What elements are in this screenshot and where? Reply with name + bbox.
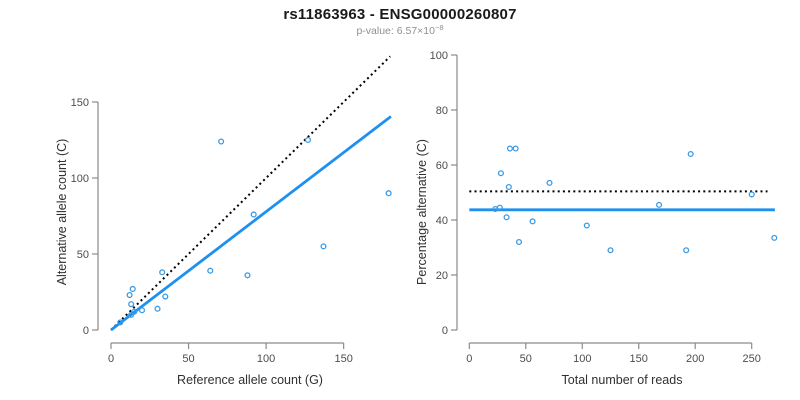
data-point xyxy=(304,136,312,144)
x-tick-label: 100 xyxy=(573,353,591,365)
data-point xyxy=(607,247,614,254)
y-axis-title: Percentage alternative (C) xyxy=(415,139,429,285)
x-tick-label: 150 xyxy=(630,353,648,365)
data-point xyxy=(529,218,536,225)
data-point xyxy=(128,311,135,318)
y-tick-label: 0 xyxy=(442,325,448,337)
data-point xyxy=(583,222,590,229)
data-point xyxy=(385,190,392,197)
pvalue-mantissa: 6.57 xyxy=(396,25,418,37)
y-tick-label: 100 xyxy=(71,173,89,185)
plot-allele-counts: 0 50 100 150 0 50 100 150 Reference allele count… xyxy=(55,55,392,387)
data-point xyxy=(131,308,138,315)
y-tick-label: 20 xyxy=(436,270,448,282)
data-point xyxy=(154,305,161,312)
x-tick-label: 50 xyxy=(182,353,194,365)
data-point xyxy=(244,272,251,279)
x-tick-label: 0 xyxy=(466,353,472,365)
x-tick-label: 200 xyxy=(686,353,704,365)
data-point xyxy=(218,138,225,145)
data-point xyxy=(128,301,135,308)
x-tick-label: 250 xyxy=(743,353,761,365)
data-point xyxy=(126,291,133,299)
x-axis-title: Total number of reads xyxy=(562,373,683,387)
y-tick-label: 50 xyxy=(77,249,89,261)
data-point xyxy=(687,150,694,158)
data-point xyxy=(506,145,514,152)
data-point xyxy=(505,183,512,191)
plot-percentage-vs-reads: 0 20 40 60 80 100 0 50 100 150 200 250 Total number … xyxy=(415,50,778,387)
data-point xyxy=(656,201,663,208)
x-tick-label: 50 xyxy=(520,353,532,365)
y-tick-label: 40 xyxy=(436,215,448,227)
x-tick-label: 150 xyxy=(334,353,352,365)
data-point xyxy=(771,234,778,241)
data-point xyxy=(162,293,169,300)
y-tick-label: 150 xyxy=(71,97,89,109)
x-tick-label: 0 xyxy=(108,353,114,365)
data-point xyxy=(515,238,523,246)
data-point xyxy=(207,267,214,274)
fit-line xyxy=(110,115,392,332)
data-point xyxy=(503,214,510,221)
identity-line xyxy=(110,55,391,331)
x-tick-label: 100 xyxy=(257,353,275,365)
data-point xyxy=(129,285,136,293)
pvalue-times: ×10 xyxy=(417,25,435,37)
data-point xyxy=(546,179,553,186)
y-tick-label: 0 xyxy=(83,325,89,337)
plot-title: rs11863963 - ENSG00000260807 xyxy=(283,6,517,23)
plot-subtitle: p-value: 6.57×10−8 xyxy=(0,23,800,37)
pvalue-label: p-value: xyxy=(356,25,397,37)
data-point xyxy=(748,191,755,198)
x-axis-title: Reference allele count (G) xyxy=(177,373,323,387)
data-point xyxy=(496,204,503,211)
data-point xyxy=(159,269,166,276)
y-tick-label: 100 xyxy=(430,50,448,62)
data-point xyxy=(117,319,124,326)
data-point xyxy=(250,211,257,218)
data-point xyxy=(683,247,690,254)
y-axis-title: Alternative allele count (C) xyxy=(55,139,69,286)
data-point xyxy=(320,243,327,250)
data-point xyxy=(497,170,504,177)
pvalue-exponent: −8 xyxy=(434,23,444,32)
y-tick-label: 80 xyxy=(436,105,448,117)
data-point xyxy=(512,145,519,152)
y-tick-label: 60 xyxy=(436,160,448,172)
data-point xyxy=(138,307,146,314)
